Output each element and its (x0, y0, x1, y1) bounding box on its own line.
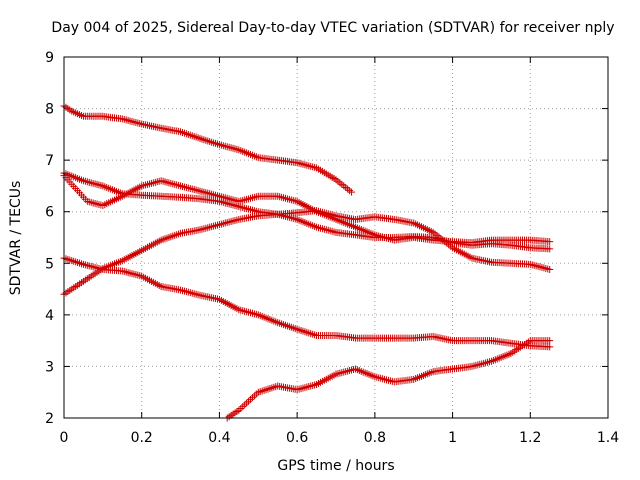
y-tick-label: 6 (45, 205, 54, 221)
y-tick-label: 8 (45, 102, 54, 118)
plot-frame (63, 56, 609, 419)
x-tick-label: 0.4 (208, 430, 230, 446)
data-point (546, 337, 554, 345)
data-point (546, 245, 554, 253)
x-tick-label: 1 (448, 430, 457, 446)
y-tick-label: 2 (45, 411, 54, 427)
chart-title: Day 004 of 2025, Sidereal Day-to-day VTE… (51, 20, 614, 36)
data-point (348, 188, 356, 196)
y-tick-label: 5 (45, 256, 54, 272)
x-tick-label: 0.8 (364, 430, 386, 446)
data-point (546, 238, 554, 246)
data-point (546, 343, 554, 351)
series-sat-d (60, 210, 554, 298)
y-tick-label: 3 (45, 359, 54, 375)
x-tick-label: 1.2 (519, 430, 541, 446)
y-tick-label: 9 (45, 50, 54, 66)
data-point (546, 265, 554, 273)
y-axis-label: SDTVAR / TECUs (8, 181, 24, 296)
series-sat-a (60, 102, 356, 196)
x-tick-label: 1.4 (597, 430, 619, 446)
y-tick-label: 4 (45, 308, 54, 324)
x-tick-label: 0.6 (286, 430, 308, 446)
x-tick-label: 0.2 (131, 430, 153, 446)
data-series (60, 102, 554, 422)
x-axis-label: GPS time / hours (277, 458, 394, 474)
series-sat-f (223, 337, 554, 422)
x-tick-label: 0 (60, 430, 69, 446)
y-tick-label: 7 (45, 153, 54, 169)
